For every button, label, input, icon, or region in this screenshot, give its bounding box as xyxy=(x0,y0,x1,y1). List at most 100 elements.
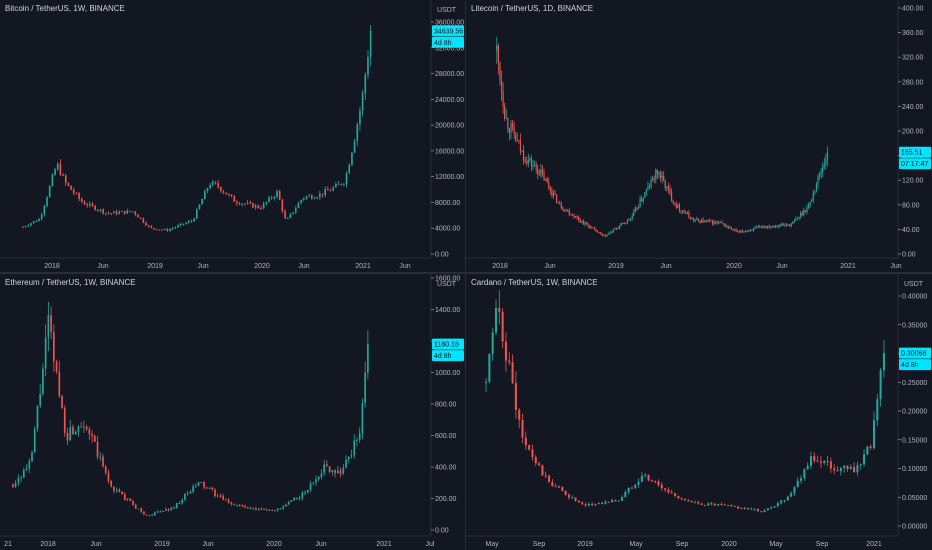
candle-body xyxy=(159,511,162,513)
candle-body xyxy=(367,56,369,75)
candle-body xyxy=(664,488,667,490)
y-tick-label: 24000.00 xyxy=(435,97,464,104)
candle-body xyxy=(78,193,80,199)
x-tick-label: May xyxy=(485,541,499,548)
candle-body xyxy=(137,214,139,218)
candle-body xyxy=(189,491,192,494)
chart-title: Bitcoin / TetherUS, 1W, BINANCE xyxy=(5,4,125,13)
y-tick-label: 320.00 xyxy=(902,55,924,62)
candle-body xyxy=(531,449,534,458)
candle-body xyxy=(350,455,353,457)
y-tick-label: 8000.00 xyxy=(435,200,460,207)
candle-body xyxy=(200,482,203,484)
candle-body xyxy=(195,209,198,219)
candle-body xyxy=(187,221,190,223)
candle-body xyxy=(546,178,548,183)
candle-body xyxy=(222,496,224,500)
candle-body xyxy=(817,176,819,185)
chart-pane-ltc[interactable]: Litecoin / TetherUS, 1D, BINANCE 400.00 3… xyxy=(466,0,932,272)
candle-body xyxy=(169,229,171,231)
candle-body xyxy=(198,204,201,210)
candle-body xyxy=(530,158,533,166)
candle-body xyxy=(559,202,561,204)
countdown-box xyxy=(899,359,931,371)
current-price-text: 0.30068 xyxy=(901,351,926,358)
candle-body xyxy=(181,499,184,504)
candle-body xyxy=(214,181,217,184)
candle-body xyxy=(809,456,813,466)
candle-body xyxy=(723,504,726,506)
candle-body xyxy=(670,192,673,201)
candle-body xyxy=(554,486,557,488)
chart-svg[interactable]: 0.400000.350000.300000.250000.200000.150… xyxy=(466,274,932,550)
candle-body xyxy=(611,500,614,503)
pane-divider-horizontal[interactable] xyxy=(0,272,932,274)
chart-pane-ada[interactable]: Cardano / TetherUS, 1W, BINANCE 0.40000 0… xyxy=(466,274,932,550)
candle-body xyxy=(729,227,731,229)
pane-divider-vertical[interactable] xyxy=(465,0,466,550)
chart-pane-eth[interactable]: Ethereum / TetherUS, 1W, BINANCE 1600.00… xyxy=(0,274,465,550)
candle-body xyxy=(317,477,320,480)
candle-body xyxy=(746,230,748,232)
candle-body xyxy=(630,218,632,220)
candle-body xyxy=(351,152,353,165)
candle-body xyxy=(689,216,692,220)
y-tick-label: 240.00 xyxy=(902,104,924,111)
candle-body xyxy=(660,484,663,489)
chart-svg[interactable]: 36000.00 32000.00 28000.00 24000.00 20000.00… xyxy=(0,0,465,272)
candle-body xyxy=(872,420,876,448)
candle-body xyxy=(310,195,313,199)
candle-body xyxy=(521,150,523,152)
candle-body xyxy=(798,216,800,218)
candle-body xyxy=(515,134,517,141)
candle-body xyxy=(783,500,786,502)
candle-body xyxy=(244,203,246,205)
candle-body xyxy=(551,190,553,196)
chart-svg[interactable]: 400.00360.00320.00280.00240.00200.00160.… xyxy=(466,0,932,272)
candle-body xyxy=(33,428,36,453)
chart-svg[interactable]: 1600.001400.001200.001000.00800.00600.00… xyxy=(0,274,465,550)
chart-pane-btc[interactable]: Bitcoin / TetherUS, 1W, BINANCE 36000.00… xyxy=(0,0,465,272)
candle-body xyxy=(337,183,340,185)
candle-body xyxy=(61,395,63,408)
candle-body xyxy=(652,178,654,180)
candle-body xyxy=(730,504,733,506)
x-tick-label: Jun xyxy=(202,541,213,548)
candle-body xyxy=(25,468,28,471)
candle-body xyxy=(623,222,625,224)
candle-body xyxy=(866,446,869,455)
candle-body xyxy=(99,456,102,458)
candle-body xyxy=(339,470,342,474)
x-tick-label: Sep xyxy=(676,541,689,548)
candle-body xyxy=(614,500,617,502)
candle-body xyxy=(113,211,115,214)
candle-body xyxy=(587,224,589,226)
candle-body xyxy=(565,210,567,212)
y-tick-label: 40.00 xyxy=(902,227,920,234)
candle-body xyxy=(227,500,230,504)
candle-body xyxy=(161,229,163,231)
candle-body xyxy=(800,478,803,481)
current-price-label: 1180.18 4d 8h xyxy=(432,338,464,362)
candle-body xyxy=(236,201,238,204)
y-tick-label: 80.00 xyxy=(902,202,920,209)
candle-body xyxy=(740,508,743,510)
x-tick-label: 2021 xyxy=(866,541,882,548)
candle-body xyxy=(91,203,94,206)
candle-body xyxy=(544,475,547,477)
candle-body xyxy=(361,93,364,111)
candle-body xyxy=(70,185,72,190)
candle-body xyxy=(252,203,254,208)
candle-body xyxy=(800,213,802,217)
candle-body xyxy=(88,429,91,435)
candle-body xyxy=(579,220,581,222)
candle-body xyxy=(154,512,156,515)
y-tick-label: 200.00 xyxy=(902,129,924,136)
x-tick-label: 21 xyxy=(4,541,12,548)
candle-body xyxy=(38,218,40,222)
candle-body xyxy=(80,198,83,203)
candle-body xyxy=(257,509,260,511)
current-price-box xyxy=(432,338,464,350)
candle-body xyxy=(763,226,766,228)
candle-body xyxy=(656,169,659,174)
